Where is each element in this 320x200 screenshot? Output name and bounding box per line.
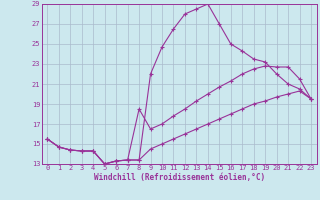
X-axis label: Windchill (Refroidissement éolien,°C): Windchill (Refroidissement éolien,°C) xyxy=(94,173,265,182)
